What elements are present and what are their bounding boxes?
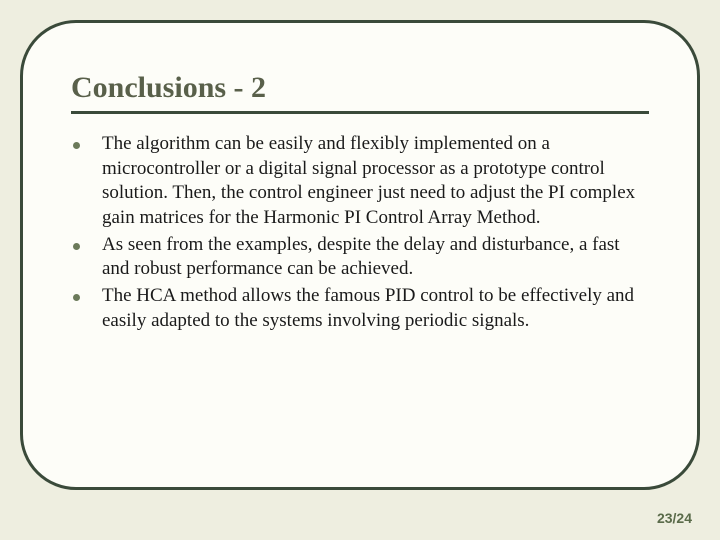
bullet-text: As seen from the examples, despite the d… bbox=[102, 233, 649, 282]
list-item: The HCA method allows the famous PID con… bbox=[73, 284, 649, 333]
bullet-list: The algorithm can be easily and flexibly… bbox=[71, 132, 649, 334]
bullet-text: The HCA method allows the famous PID con… bbox=[102, 284, 649, 333]
bullet-icon bbox=[73, 142, 80, 149]
bullet-text: The algorithm can be easily and flexibly… bbox=[102, 132, 649, 231]
slide-title: Conclusions - 2 bbox=[71, 71, 649, 105]
title-underline bbox=[71, 111, 649, 114]
slide-frame: Conclusions - 2 The algorithm can be eas… bbox=[20, 20, 700, 490]
list-item: As seen from the examples, despite the d… bbox=[73, 233, 649, 282]
list-item: The algorithm can be easily and flexibly… bbox=[73, 132, 649, 231]
bullet-icon bbox=[73, 294, 80, 301]
bullet-icon bbox=[73, 243, 80, 250]
page-number: 23/24 bbox=[657, 510, 692, 526]
